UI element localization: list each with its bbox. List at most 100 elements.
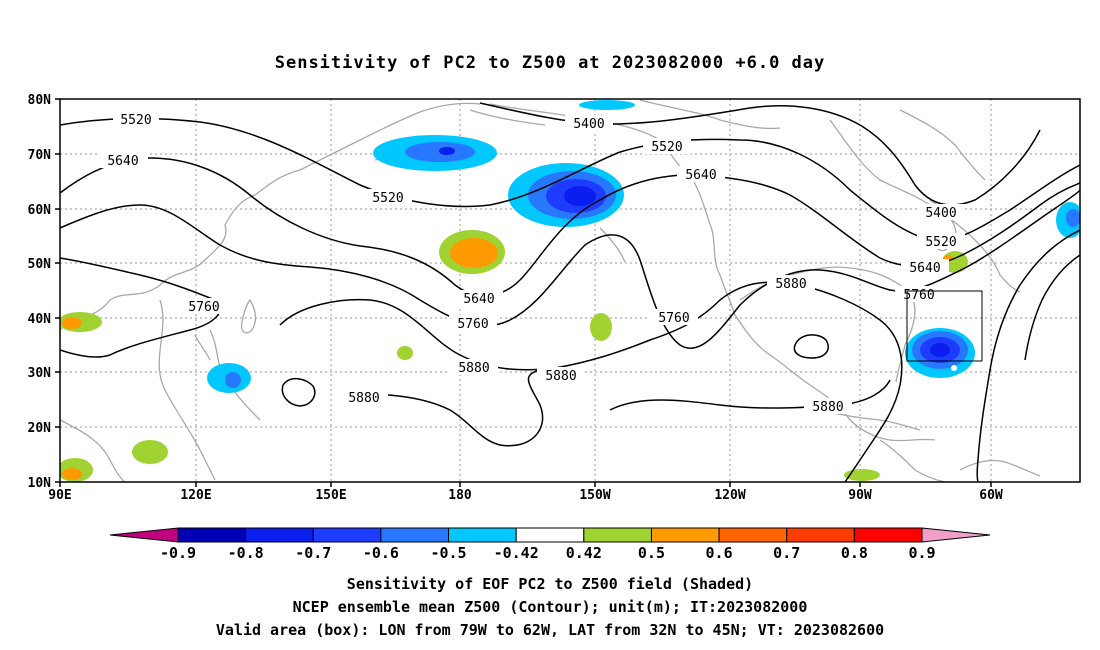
contour-label: 5520 (372, 191, 403, 206)
map-frame (59, 98, 1081, 483)
colorbar-tick-label: 0.8 (841, 544, 868, 562)
colorbar-box (380, 527, 450, 543)
contour-label: 5760 (903, 288, 934, 303)
colorbar-tick-label: 0.7 (773, 544, 800, 562)
z500-contours (60, 102, 1080, 482)
colorbar-box (650, 527, 720, 543)
shade-positive-central-pacific (590, 313, 612, 341)
lon-label: 90W (848, 488, 872, 503)
contour-label: 5760 (188, 300, 219, 315)
colorbar-tick-label: 0.6 (706, 544, 733, 562)
contour-label: 5520 (120, 113, 151, 128)
lon-label: 60W (979, 488, 1003, 503)
contour-labels: 5520 5640 5400 5520 5520 5640 5760 5640 … (98, 111, 965, 415)
colorbar-box (312, 527, 382, 543)
contour-5880-south (344, 369, 544, 447)
colorbar-box (583, 527, 652, 543)
contour-atlantic (976, 229, 1080, 482)
colorbar-left-triangle (109, 527, 179, 543)
contour-label: 5640 (463, 292, 494, 307)
colorbar-boxes (177, 527, 923, 543)
lon-label: 180 (448, 488, 472, 503)
colorbar-tick-label: 0.42 (566, 544, 602, 562)
colorbar-tick-label: -0.8 (228, 544, 264, 562)
lat-label: 50N (28, 257, 52, 272)
contour-label: 5400 (925, 206, 956, 221)
sensitivity-shading (60, 100, 1080, 482)
contour-5760-west (60, 257, 221, 358)
colorbar-tick-label: -0.6 (363, 544, 399, 562)
shade-positive-caribbean (844, 469, 880, 481)
lat-label: 30N (28, 366, 52, 381)
shade-positive-west-edge-core (62, 317, 82, 329)
colorbar-box (853, 527, 923, 543)
lat-label: 80N (28, 93, 52, 108)
shade-negative-bering-max (439, 147, 455, 155)
colorbar-box (515, 527, 585, 543)
contour-atlantic-2 (1024, 254, 1080, 361)
shade-negative-arctic (579, 100, 635, 110)
colorbar-tick-label: -0.5 (430, 544, 466, 562)
colorbar-box (786, 527, 855, 543)
contour-5760 (60, 189, 1080, 349)
colorbar-box (718, 527, 788, 543)
contour-label: 5400 (573, 117, 604, 132)
shade-negative-japan-south-core (225, 372, 241, 388)
lon-label: 150E (315, 488, 346, 503)
lat-label: 10N (28, 476, 52, 491)
colorbar-box (245, 527, 314, 543)
contour-label: 5760 (457, 317, 488, 332)
shade-negative-alaska-max (564, 186, 596, 206)
lon-label: 90E (48, 488, 71, 503)
contour-label: 5640 (107, 154, 138, 169)
figure-title: Sensitivity of PC2 to Z500 at 2023082000… (275, 53, 826, 73)
caption-line-2: NCEP ensemble mean Z500 (Contour); unit(… (293, 598, 808, 616)
colorbar-labels: -0.9 -0.8 -0.7 -0.6 -0.5 -0.42 0.42 0.5 0.6 0.7 0.… (160, 544, 936, 562)
contour-label: 5880 (812, 400, 843, 415)
lat-label: 20N (28, 421, 52, 436)
shade-positive-india-core (62, 468, 82, 480)
caption-line-1: Sensitivity of EOF PC2 to Z500 field (Sh… (347, 575, 753, 593)
lat-label: 60N (28, 203, 52, 218)
colorbar: -0.9 -0.8 -0.7 -0.6 -0.5 -0.42 0.42 0.5 0.6 0.7 0.… (109, 527, 991, 562)
colorbar-tick-label: 0.5 (638, 544, 665, 562)
colorbar-right-triangle (921, 527, 991, 543)
lon-label: 150W (579, 488, 610, 503)
contour-label: 5760 (658, 311, 689, 326)
colorbar-box (448, 527, 517, 543)
contour-5880-gulf (609, 379, 891, 411)
contour-label: 5880 (775, 277, 806, 292)
contour-5880-loop-b (793, 334, 829, 359)
map-panel: 5520 5640 5400 5520 5520 5640 5760 5640 … (28, 93, 1081, 503)
colorbar-tick-label: -0.42 (494, 544, 539, 562)
colorbar-tick-label: -0.7 (295, 544, 331, 562)
contour-label: 5880 (348, 391, 379, 406)
latitude-labels: 80N 70N 60N 50N 40N 30N 20N 10N (28, 93, 52, 491)
shade-positive-southchina (132, 440, 168, 464)
lat-label: 40N (28, 312, 52, 327)
contour-label: 5880 (458, 361, 489, 376)
colorbar-box (177, 527, 247, 543)
contour-label: 5640 (909, 261, 940, 276)
shade-positive-pacific-core (450, 238, 498, 268)
shade-white-dot (951, 365, 957, 371)
contour-5880 (279, 281, 903, 482)
colorbar-tick-label: 0.9 (908, 544, 935, 562)
shade-positive-small-1 (397, 346, 413, 360)
contour-label: 5520 (651, 140, 682, 155)
caption-line-3: Valid area (box): LON from 79W to 62W, L… (216, 621, 884, 639)
shade-negative-valid-area-max (930, 343, 950, 357)
contour-label: 5880 (545, 369, 576, 384)
valid-area-box (906, 290, 983, 362)
contour-label: 5520 (925, 235, 956, 250)
lon-label: 120W (714, 488, 745, 503)
shade-negative-east-edge-core (1066, 209, 1080, 227)
lat-label: 70N (28, 148, 52, 163)
longitude-labels: 90E 120E 150E 180 150W 120W 90W 60W (48, 488, 1003, 503)
colorbar-tick-label: -0.9 (160, 544, 196, 562)
contour-label: 5640 (685, 168, 716, 183)
contour-5880-loop-a (281, 378, 316, 407)
tick-marks (55, 98, 992, 487)
lon-label: 120E (180, 488, 211, 503)
